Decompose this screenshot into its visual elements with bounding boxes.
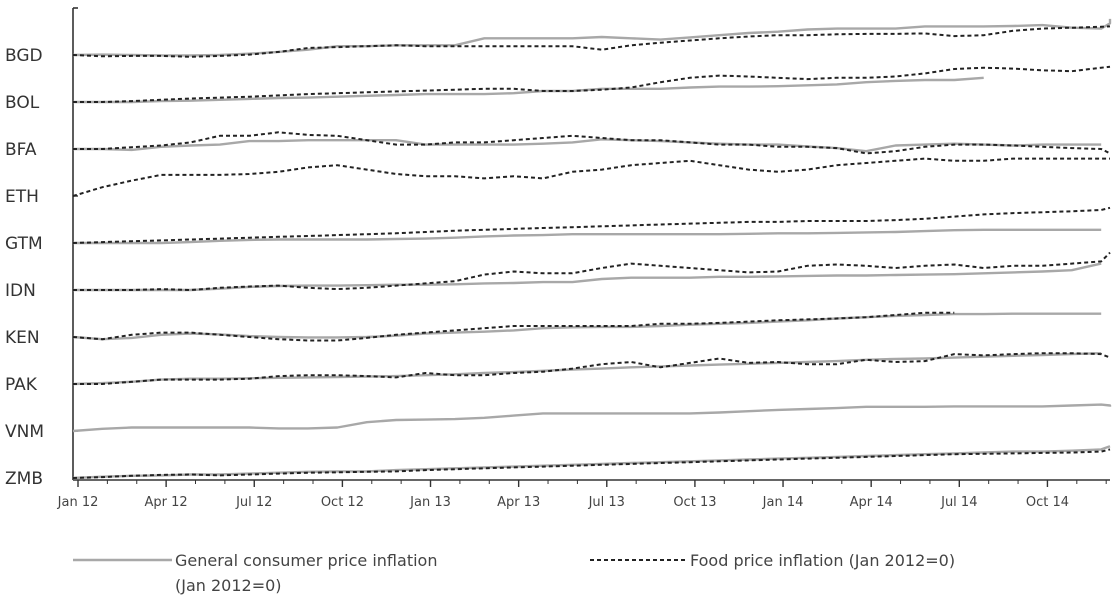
series-layer: [72, 18, 1112, 480]
series-general-gtm: [73, 228, 1102, 245]
series-food-ken: [72, 311, 955, 342]
country-label-eth: ETH: [5, 187, 39, 207]
x-tick-label: Apr 13: [497, 495, 540, 510]
series-food-idn: [73, 251, 1111, 291]
x-tick-label: Jul 14: [940, 495, 977, 510]
x-tick-label: Jan 13: [409, 495, 451, 510]
x-tick-label: Oct 14: [1026, 495, 1069, 510]
country-label-vnm: VNM: [5, 422, 44, 442]
x-tick-label: Jul 13: [588, 495, 625, 510]
x-tick-label: Apr 12: [145, 495, 188, 510]
series-food-bol: [73, 65, 1111, 103]
country-label-bfa: BFA: [5, 140, 37, 160]
series-food-zmb: [72, 448, 1111, 479]
country-label-bgd: BGD: [5, 46, 43, 66]
series-food-bfa: [73, 131, 1111, 155]
series-general-bol: [73, 76, 984, 104]
x-tick-label: Jan 14: [762, 495, 804, 510]
legend-general-label-line1: General consumer price inflation: [175, 551, 437, 570]
series-general-bfa: [73, 138, 1102, 153]
country-label-bol: BOL: [5, 93, 40, 113]
x-axis-ticks: Jan 12 Apr 12 Jul 12 Oct 12 Jan 13 Apr 13 Jul …: [57, 480, 1107, 510]
series-general-vnm: [72, 403, 1112, 433]
legend-food-label: Food price inflation (Jan 2012=0): [690, 551, 955, 570]
country-label-zmb: ZMB: [5, 469, 43, 489]
series-food-eth: [72, 157, 1110, 197]
series-general-zmb: [72, 445, 1111, 480]
x-tick-label: Jul 12: [235, 495, 272, 510]
series-food-gtm: [72, 206, 1111, 244]
country-label-idn: IDN: [5, 281, 36, 301]
country-label-gtm: GTM: [5, 234, 43, 254]
x-tick-label: Oct 12: [321, 495, 364, 510]
legend-general-label-line2: (Jan 2012=0): [175, 576, 282, 595]
series-general-idn: [73, 262, 1102, 292]
series-food-bgd: [72, 25, 1111, 58]
country-label-ken: KEN: [5, 328, 40, 348]
country-label-pak: PAK: [5, 375, 38, 395]
x-tick-label: Apr 14: [850, 495, 893, 510]
country-labels: BGD BOL BFA ETH GTM IDN KEN PAK VNM ZMB: [5, 46, 44, 489]
series-general-bgd: [72, 18, 1112, 57]
x-tick-label: Oct 13: [673, 495, 716, 510]
x-tick-label: Jan 12: [57, 495, 99, 510]
legend: General consumer price inflation (Jan 20…: [73, 551, 955, 595]
series-food-pak: [73, 352, 1111, 385]
